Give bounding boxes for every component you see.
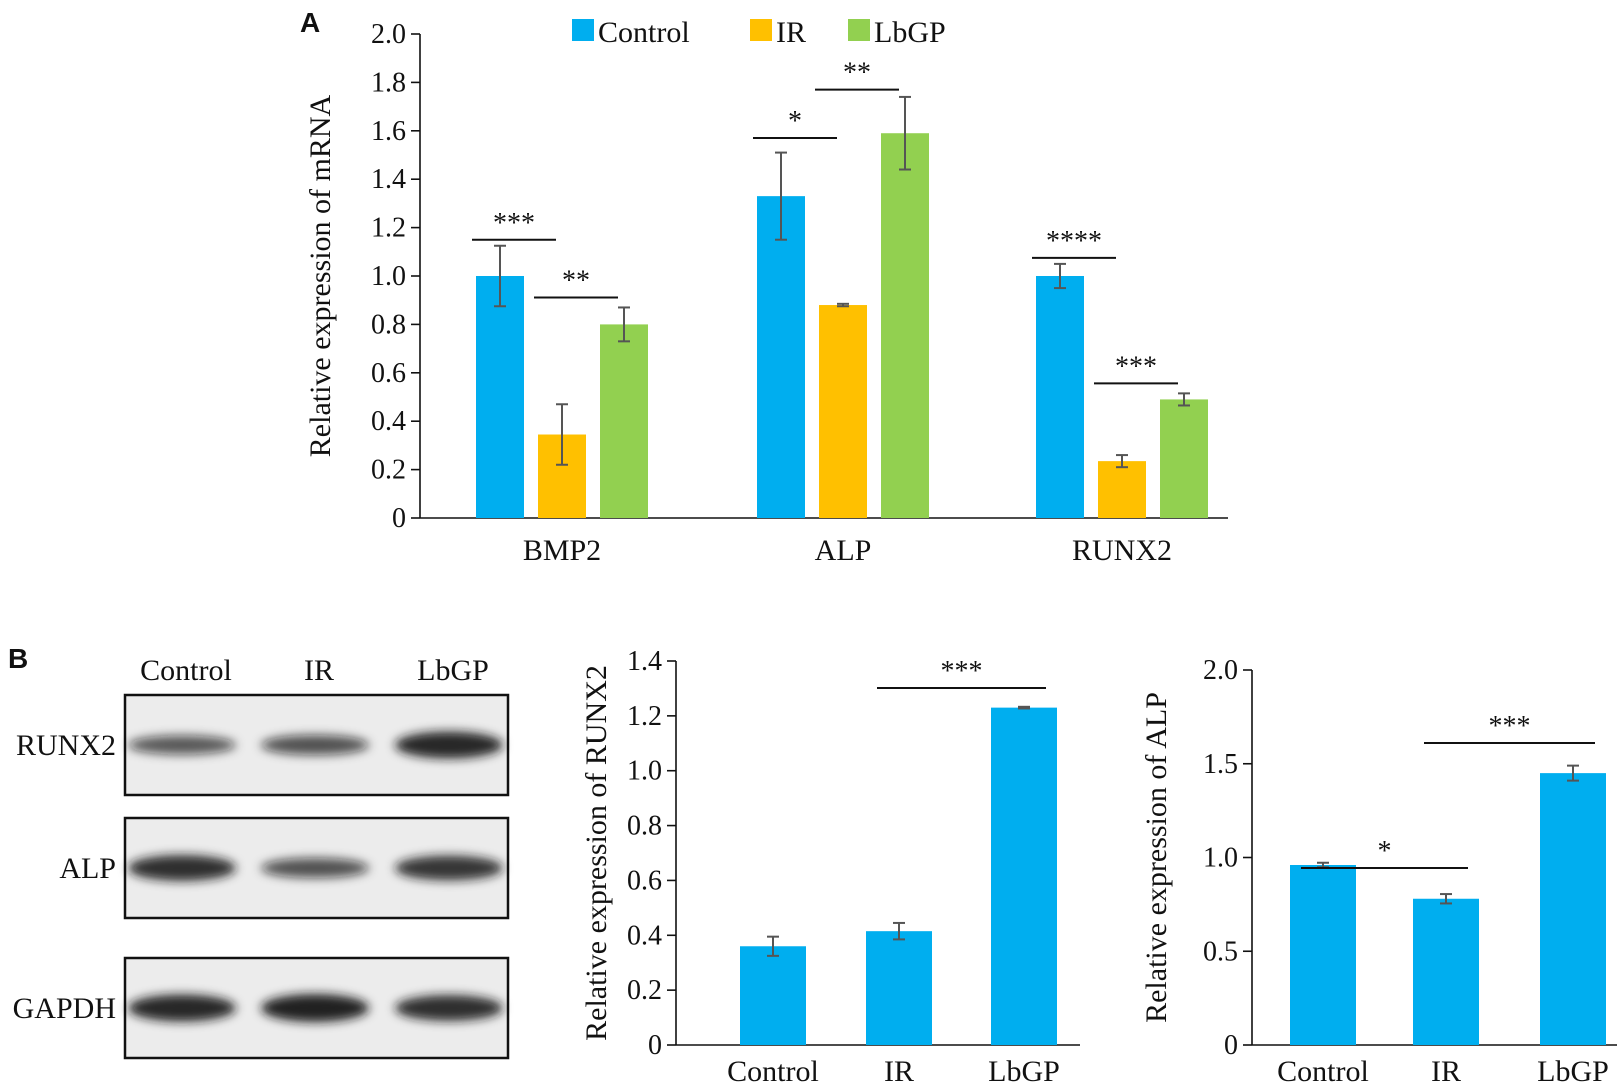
y-tick-label: 0 — [1224, 1030, 1238, 1061]
x-category-label: Control — [1277, 1055, 1369, 1088]
y-tick-label: 0.2 — [627, 975, 662, 1006]
blot-row-label: ALP — [59, 852, 116, 885]
blot-row-label: RUNX2 — [16, 729, 116, 762]
y-tick-label: 1.6 — [371, 116, 406, 147]
x-category-label: BMP2 — [523, 534, 601, 567]
x-category-label: Control — [727, 1055, 819, 1088]
significance-label: * — [1378, 836, 1392, 867]
runx2-bar-chart: 0 0.2 0.4 0.6 0.8 1.0 1.2 1.4 Relative expressio… — [580, 646, 1080, 1088]
legend-label-lbgp: LbGP — [874, 16, 946, 49]
y-tick-label: 1.4 — [627, 646, 662, 677]
y-tick-label: 1.0 — [1203, 843, 1238, 874]
bar-lbgp-runx2 — [1160, 399, 1208, 518]
legend-label-control: Control — [598, 16, 690, 49]
significance-label: * — [788, 106, 802, 137]
bar-control-alp — [757, 196, 805, 518]
significance-label: **** — [1046, 226, 1102, 257]
blot-band — [128, 994, 236, 1022]
bar-lbgp — [991, 707, 1057, 1045]
legend-swatch-lbgp — [848, 19, 870, 41]
blot-band — [128, 855, 236, 881]
y-axis-label: Relative expression of mRNA — [304, 94, 337, 457]
y-tick-label: 0 — [392, 503, 406, 534]
bar-control — [740, 946, 806, 1045]
y-tick-label: 1.0 — [627, 756, 662, 787]
blot-band — [395, 731, 503, 759]
blot-band — [128, 735, 236, 755]
y-tick-label: 1.2 — [371, 213, 406, 244]
mrna-bar-chart: 0 0.2 0.4 0.6 0.8 1.0 1.2 1.4 1.6 1.8 2.0 Relative … — [304, 16, 1228, 567]
bar-control — [1290, 865, 1356, 1045]
bar-control-bmp2 — [476, 276, 524, 518]
blot-band — [395, 995, 503, 1021]
bar-ir — [1413, 898, 1479, 1045]
significance-label: *** — [493, 208, 535, 239]
bar-ir — [866, 931, 932, 1045]
y-tick-label: 1.4 — [371, 164, 406, 195]
bar-ir-alp — [819, 305, 867, 518]
y-tick-label: 0 — [648, 1030, 662, 1061]
blot-lane-label: Control — [140, 654, 232, 687]
blot-lane-label: IR — [304, 654, 334, 687]
y-tick-label: 1.2 — [627, 701, 662, 732]
y-tick-label: 0.5 — [1203, 936, 1238, 967]
y-tick-label: 1.5 — [1203, 749, 1238, 780]
blot-lane-label: LbGP — [417, 654, 489, 687]
significance-label: *** — [1489, 711, 1531, 742]
significance-label: *** — [941, 656, 983, 687]
x-category-label: RUNX2 — [1072, 534, 1172, 567]
x-category-label: IR — [1431, 1055, 1461, 1088]
x-category-label: LbGP — [988, 1055, 1060, 1088]
panel-label-a: A — [300, 7, 320, 38]
significance-label: ** — [562, 265, 590, 296]
bar-control-runx2 — [1036, 276, 1084, 518]
blot-band — [261, 994, 369, 1022]
legend-label-ir: IR — [776, 16, 806, 49]
y-tick-label: 0.2 — [371, 455, 406, 486]
y-tick-label: 0.4 — [627, 920, 662, 951]
legend-swatch-ir — [750, 19, 772, 41]
bar-lbgp — [1540, 773, 1606, 1045]
y-tick-label: 2.0 — [371, 19, 406, 50]
y-axis-label: Relative expression of ALP — [1140, 692, 1173, 1023]
y-tick-label: 0.6 — [371, 358, 406, 389]
y-tick-label: 2.0 — [1203, 655, 1238, 686]
y-tick-label: 1.8 — [371, 67, 406, 98]
y-tick-label: 0.8 — [627, 811, 662, 842]
y-tick-label: 0.8 — [371, 309, 406, 340]
y-tick-label: 1.0 — [371, 261, 406, 292]
x-category-label: LbGP — [1537, 1055, 1609, 1088]
bar-ir-runx2 — [1098, 461, 1146, 518]
y-tick-label: 0.6 — [627, 865, 662, 896]
blot-band — [261, 735, 369, 755]
alp-bar-chart: 0 0.5 1.0 1.5 2.0 Relative expression of ALP C… — [1140, 655, 1617, 1088]
x-category-label: ALP — [815, 534, 872, 567]
western-blot: Control IR LbGP RUNX2 ALP GAPDH — [13, 654, 510, 1060]
significance-label: ** — [843, 58, 871, 89]
blot-band — [261, 858, 369, 878]
legend-swatch-control — [572, 19, 594, 41]
blot-band — [395, 855, 503, 881]
x-category-label: IR — [884, 1055, 914, 1088]
bar-lbgp-bmp2 — [600, 324, 648, 518]
y-axis-label: Relative expression of RUNX2 — [580, 665, 613, 1041]
y-tick-label: 0.4 — [371, 406, 406, 437]
panel-label-b: B — [8, 643, 28, 674]
bar-lbgp-alp — [881, 133, 929, 518]
blot-row-label: GAPDH — [13, 992, 116, 1025]
significance-label: *** — [1115, 351, 1157, 382]
